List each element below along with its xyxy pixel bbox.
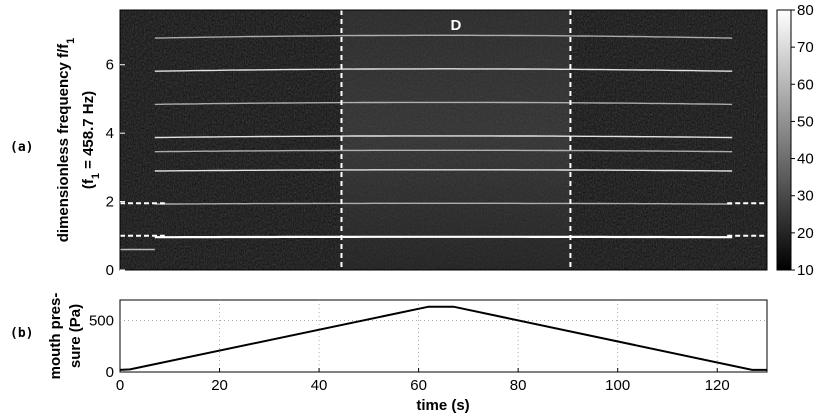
b-xtick-label-20: 20 [211,377,228,394]
colorbar-tick-label-70: 70 [797,39,814,56]
pressure-x-label: time (s) [416,397,469,414]
a-ytick-label-0: 0 [106,262,114,279]
b-xtick-label-60: 60 [410,377,427,394]
harmonic-line-2 [154,202,733,205]
b-xtick-label-80: 80 [510,377,527,394]
colorbar-ticks: 10 20 30 40 50 60 70 80 [791,2,814,279]
harmonic-line-5 [154,135,733,139]
pressure-x-ticks: 0 20 40 60 80 100 120 [116,368,730,394]
reference-dashes [120,202,767,237]
b-xtick-label-100: 100 [605,377,630,394]
harmonic-line-7 [154,68,733,72]
harmonic-lines [120,34,733,251]
region-label: D [451,17,462,34]
a-ytick-label-2: 2 [106,194,114,211]
region-d-band [341,10,570,270]
harmonic-line-3 [154,169,733,172]
panel-label-b: (b) [10,326,33,341]
spectrogram-frame [119,9,768,271]
region-boundaries [340,10,572,270]
colorbar-tick-label-40: 40 [797,151,814,168]
b-xtick-label-40: 40 [311,377,328,394]
colorbar-gradient [776,9,792,271]
spectrogram-y-label-2: (f1 = 458.7 Hz) [80,91,102,189]
harmonic-line-8 [154,34,733,39]
harmonic-line-4 [154,149,733,153]
b-xtick-label-0: 0 [116,377,124,394]
y-label-line2-suffix: = 458.7 Hz) [80,91,97,173]
pressure-grid [120,300,767,372]
a-ytick-label-4: 4 [106,125,114,142]
panel-label-a: (a) [10,140,33,155]
y-label-line2-subscript: 1 [90,173,102,179]
a-ytick-label-6: 6 [106,57,114,74]
colorbar-tick-label-60: 60 [797,76,814,93]
b-xtick-label-120: 120 [705,377,730,394]
colorbar-tick-label-80: 80 [797,2,814,19]
y-label-line1-subscript: 1 [65,38,77,44]
pressure-y-ticks: 0 500 [89,313,114,381]
colorbar-tick-label-10: 10 [797,262,814,279]
spectrogram-y-label: dimensionless frequency f/f1 [55,38,77,243]
b-ytick-label-0: 0 [106,364,114,381]
pressure-frame [119,299,768,373]
pressure-panel: 0 500 0 20 40 60 80 100 120 (b) mouth pres- sur… [10,293,768,414]
y-label-line1: dimensionless frequency f/f [55,43,72,242]
pressure-line [119,305,767,371]
y-label-line2-prefix: (f [80,178,97,189]
spectrogram-y-ticks: 0 2 4 6 [106,57,125,279]
pressure-y-label-2: sure (Pa) [67,304,84,368]
colorbar-tick-label-30: 30 [797,188,814,205]
colorbar-tick-label-50: 50 [797,113,814,130]
b-ytick-label-500: 500 [89,313,114,330]
colorbar: 10 20 30 40 50 60 70 80 [776,2,814,279]
harmonic-line-6 [154,101,733,106]
colorbar-tick-label-20: 20 [797,225,814,242]
pressure-y-label-1: mouth pres- [47,293,64,380]
